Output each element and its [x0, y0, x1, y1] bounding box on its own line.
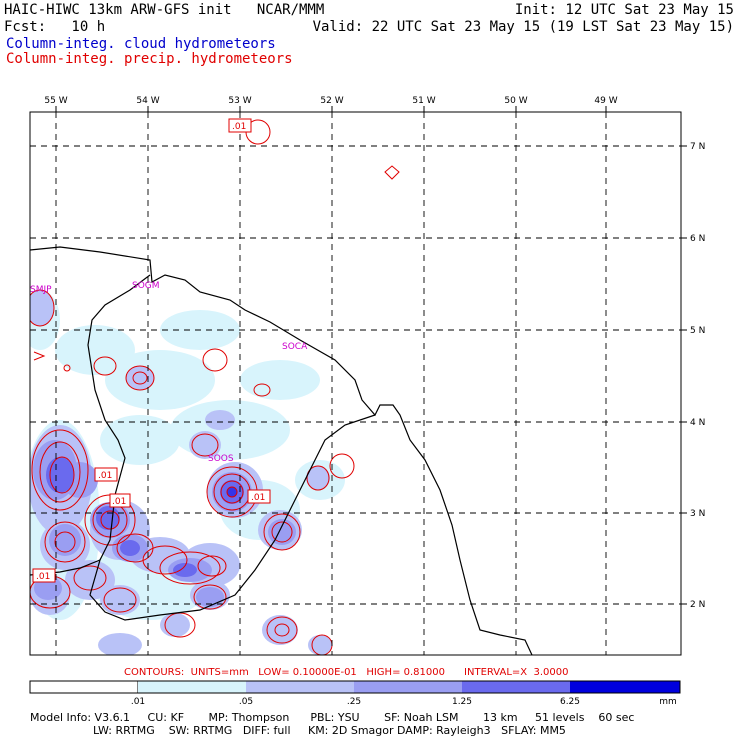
forecast-hour: Fcst: 10 h	[4, 19, 106, 35]
colorbar-tick: .25	[347, 697, 361, 707]
lon-label: 52 W	[320, 96, 343, 106]
station-label: SOGM	[132, 281, 160, 291]
model-info-line1: Model Info: V3.6.1 CU: KF MP: Thompson P…	[30, 711, 635, 724]
lon-label: 50 W	[504, 96, 527, 106]
lon-label: 55 W	[44, 96, 67, 106]
lon-label: 54 W	[136, 96, 159, 106]
station-label: SOOS	[208, 454, 234, 464]
contour-label: .01	[36, 572, 50, 582]
lat-label: 4 N	[690, 418, 705, 428]
init-time: Init: 12 UTC Sat 23 May 15	[514, 2, 734, 18]
contour-info: CONTOURS: UNITS=mm LOW= 0.10000E-01 HIGH…	[124, 667, 569, 678]
lat-label: 3 N	[690, 509, 705, 519]
color-bar	[29, 680, 681, 694]
contour-label: .01	[98, 471, 112, 481]
legend-cloud-hydrometeors: Column-integ. cloud hydrometeors	[6, 36, 276, 52]
colorbar-tick: 1.25	[452, 697, 472, 707]
contour-label: .01	[232, 122, 246, 132]
colorbar-tick: .05	[239, 697, 253, 707]
station-label: SOCA	[282, 342, 308, 352]
lat-label: 6 N	[690, 234, 705, 244]
colorbar-tick: .01	[131, 697, 145, 707]
lat-label: 2 N	[690, 600, 705, 610]
lon-label: 51 W	[412, 96, 435, 106]
axis-ticks	[55, 106, 687, 605]
legend-precip-hydrometeors: Column-integ. precip. hydrometeors	[6, 51, 293, 67]
colorbar-unit: mm	[659, 697, 677, 707]
lat-label: 5 N	[690, 326, 705, 336]
lat-lon-grid	[30, 112, 681, 655]
plot-title: HAIC-HIWC 13km ARW-GFS init NCAR/MMM	[4, 2, 325, 18]
valid-time: Valid: 22 UTC Sat 23 May 15 (19 LST Sat …	[312, 19, 734, 35]
contour-label: .01	[251, 493, 265, 503]
contour-label: .01	[112, 497, 126, 507]
model-info-line2: LW: RRTMG SW: RRTMG DIFF: full KM: 2D Sm…	[30, 724, 566, 737]
lon-label: 49 W	[594, 96, 617, 106]
map-frame	[29, 111, 682, 656]
lon-label: 53 W	[228, 96, 251, 106]
station-label: SMJP	[30, 285, 52, 295]
colorbar-tick: 6.25	[560, 697, 580, 707]
lat-label: 7 N	[690, 142, 705, 152]
